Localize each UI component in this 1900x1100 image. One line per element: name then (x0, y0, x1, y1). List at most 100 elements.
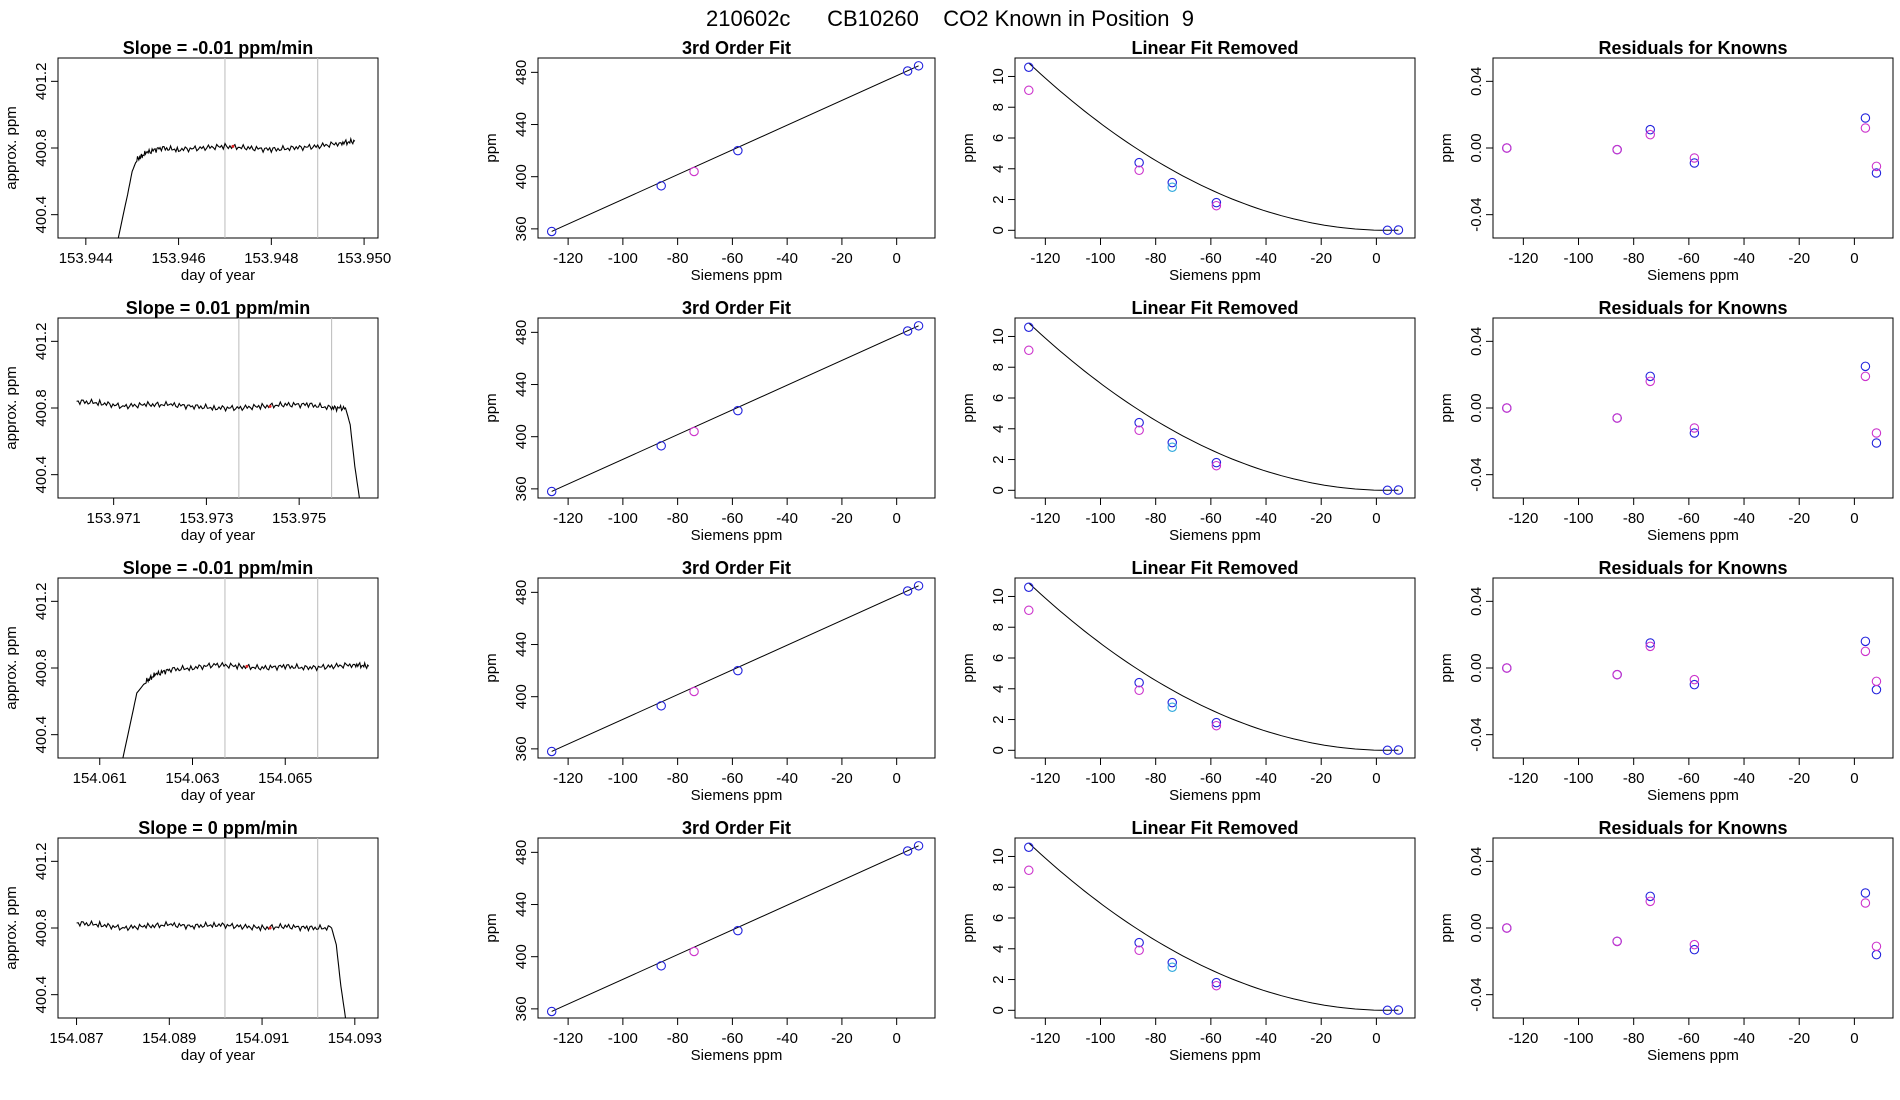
data-point-blue (1393, 1005, 1404, 1015)
y-tick-label: 0.04 (1468, 587, 1485, 616)
panel-r0-c0: Slope = -0.01 ppm/min 153.944 153.946 153.9… (3, 38, 391, 284)
y-tick-label: 8 (990, 103, 1007, 111)
fit-line (551, 845, 919, 1012)
data-point-magenta (1645, 641, 1655, 652)
x-tick-label: -80 (667, 250, 689, 267)
panel-title: Slope = -0.01 ppm/min (123, 558, 314, 578)
panel-title: Linear Fit Removed (1131, 558, 1298, 578)
data-point-blue (733, 925, 743, 936)
fit-line (551, 65, 919, 232)
fit-curve (1028, 582, 1399, 751)
data-point-magenta (1860, 646, 1871, 657)
data-point-blue (902, 846, 913, 856)
plot-area (546, 581, 924, 757)
y-tick-label: 440 (513, 892, 530, 917)
data-point-magenta (1502, 923, 1512, 933)
y-tick-label: 360 (513, 476, 530, 501)
x-tick-label: -100 (608, 770, 638, 787)
x-tick-label: -80 (1623, 510, 1645, 527)
y-tick-label: 8 (990, 883, 1007, 891)
x-tick-label: 0 (1372, 510, 1380, 527)
data-point-magenta (1871, 676, 1882, 687)
x-tick-label: -80 (667, 770, 689, 787)
y-tick-label: 4 (990, 685, 1007, 693)
x-tick-label: -100 (608, 1030, 638, 1047)
x-tick-label: -120 (1508, 770, 1538, 787)
data-point-blue (1167, 697, 1177, 708)
data-point-blue (1134, 677, 1144, 688)
data-point-blue (1382, 225, 1393, 236)
y-axis-label: ppm (960, 913, 977, 942)
x-tick-label: -20 (831, 250, 853, 267)
x-tick-label: -20 (831, 510, 853, 527)
data-point-marker (268, 404, 272, 408)
plot-area (1502, 361, 1882, 448)
x-tick-label: -120 (553, 250, 583, 267)
data-point-blue (913, 321, 924, 331)
y-tick-label: 440 (513, 632, 530, 657)
data-point-blue (1871, 684, 1882, 695)
x-tick-label: -40 (1255, 250, 1277, 267)
data-point-magenta (1689, 423, 1700, 433)
x-tick-label: -20 (1788, 1030, 1810, 1047)
y-axis-label: ppm (483, 393, 500, 422)
y-tick-label: 360 (513, 736, 530, 761)
x-tick-label: -60 (1678, 250, 1700, 267)
plot-area (1502, 636, 1882, 695)
x-tick-label: 153.944 (59, 250, 113, 267)
x-tick-label: -100 (1086, 510, 1116, 527)
x-tick-label: -40 (1733, 770, 1755, 787)
y-axis-label: approx. ppm (3, 106, 20, 189)
data-point-blue (1645, 638, 1655, 648)
panel-r0-c2: Linear Fit Removed -120 -100 -80 -60 -40 -20 0 0… (960, 38, 1416, 284)
x-axis-label: Siemens ppm (1169, 1047, 1261, 1064)
x-tick-label: 0 (1372, 250, 1380, 267)
x-tick-label: -120 (553, 1030, 583, 1047)
plot-area (1024, 842, 1404, 1016)
y-tick-label: 400.4 (33, 976, 50, 1014)
y-axis-label: approx. ppm (3, 626, 20, 709)
x-tick-label: -60 (1678, 770, 1700, 787)
data-point-blue (1211, 717, 1222, 728)
data-point-blue (1645, 124, 1655, 135)
data-point-blue (1134, 417, 1144, 428)
data-point-blue (546, 486, 557, 497)
x-tick-label: 0 (1850, 250, 1858, 267)
data-point-blue (913, 841, 924, 851)
x-axis-label: Siemens ppm (1169, 527, 1261, 544)
x-tick-label: -20 (1310, 770, 1332, 787)
x-tick-label: -40 (1255, 510, 1277, 527)
x-tick-label: -20 (1310, 250, 1332, 267)
data-point-marker (231, 144, 235, 148)
data-point-blue (1134, 937, 1144, 948)
x-axis-label: Siemens ppm (691, 267, 783, 284)
data-point-magenta (1134, 165, 1144, 176)
x-tick-label: -100 (1086, 770, 1116, 787)
data-point-cyan (1167, 442, 1177, 452)
x-axis-label: Siemens ppm (1647, 267, 1739, 284)
y-tick-label: 360 (513, 216, 530, 241)
panel-title: 3rd Order Fit (682, 298, 791, 318)
x-tick-label: -80 (1623, 250, 1645, 267)
data-point-magenta (1645, 896, 1655, 907)
x-tick-label: -20 (831, 770, 853, 787)
x-tick-label: 154.087 (49, 1030, 103, 1047)
panel-title: Slope = 0.01 ppm/min (126, 298, 311, 318)
data-point-magenta (1645, 376, 1655, 387)
data-point-blue (1871, 168, 1882, 178)
panel-r0-c1: 3rd Order Fit -120 -100 -80 -60 -40 -20 0 360 400… (483, 38, 936, 284)
y-tick-label: 4 (990, 945, 1007, 953)
x-axis-label: Siemens ppm (1169, 267, 1261, 284)
y-tick-label: 6 (990, 914, 1007, 922)
x-tick-label: 154.089 (142, 1030, 196, 1047)
data-point-magenta (689, 946, 699, 957)
y-tick-label: 360 (513, 996, 530, 1021)
y-tick-label: 440 (513, 112, 530, 137)
y-axis-label: ppm (960, 393, 977, 422)
x-tick-label: -20 (831, 1030, 853, 1047)
panel-title: 3rd Order Fit (682, 558, 791, 578)
y-tick-label: 4 (990, 165, 1007, 173)
panel-r2-c0: Slope = -0.01 ppm/min 154.061 154.063 154.0… (3, 558, 379, 804)
panel-title: Slope = -0.01 ppm/min (123, 38, 314, 58)
